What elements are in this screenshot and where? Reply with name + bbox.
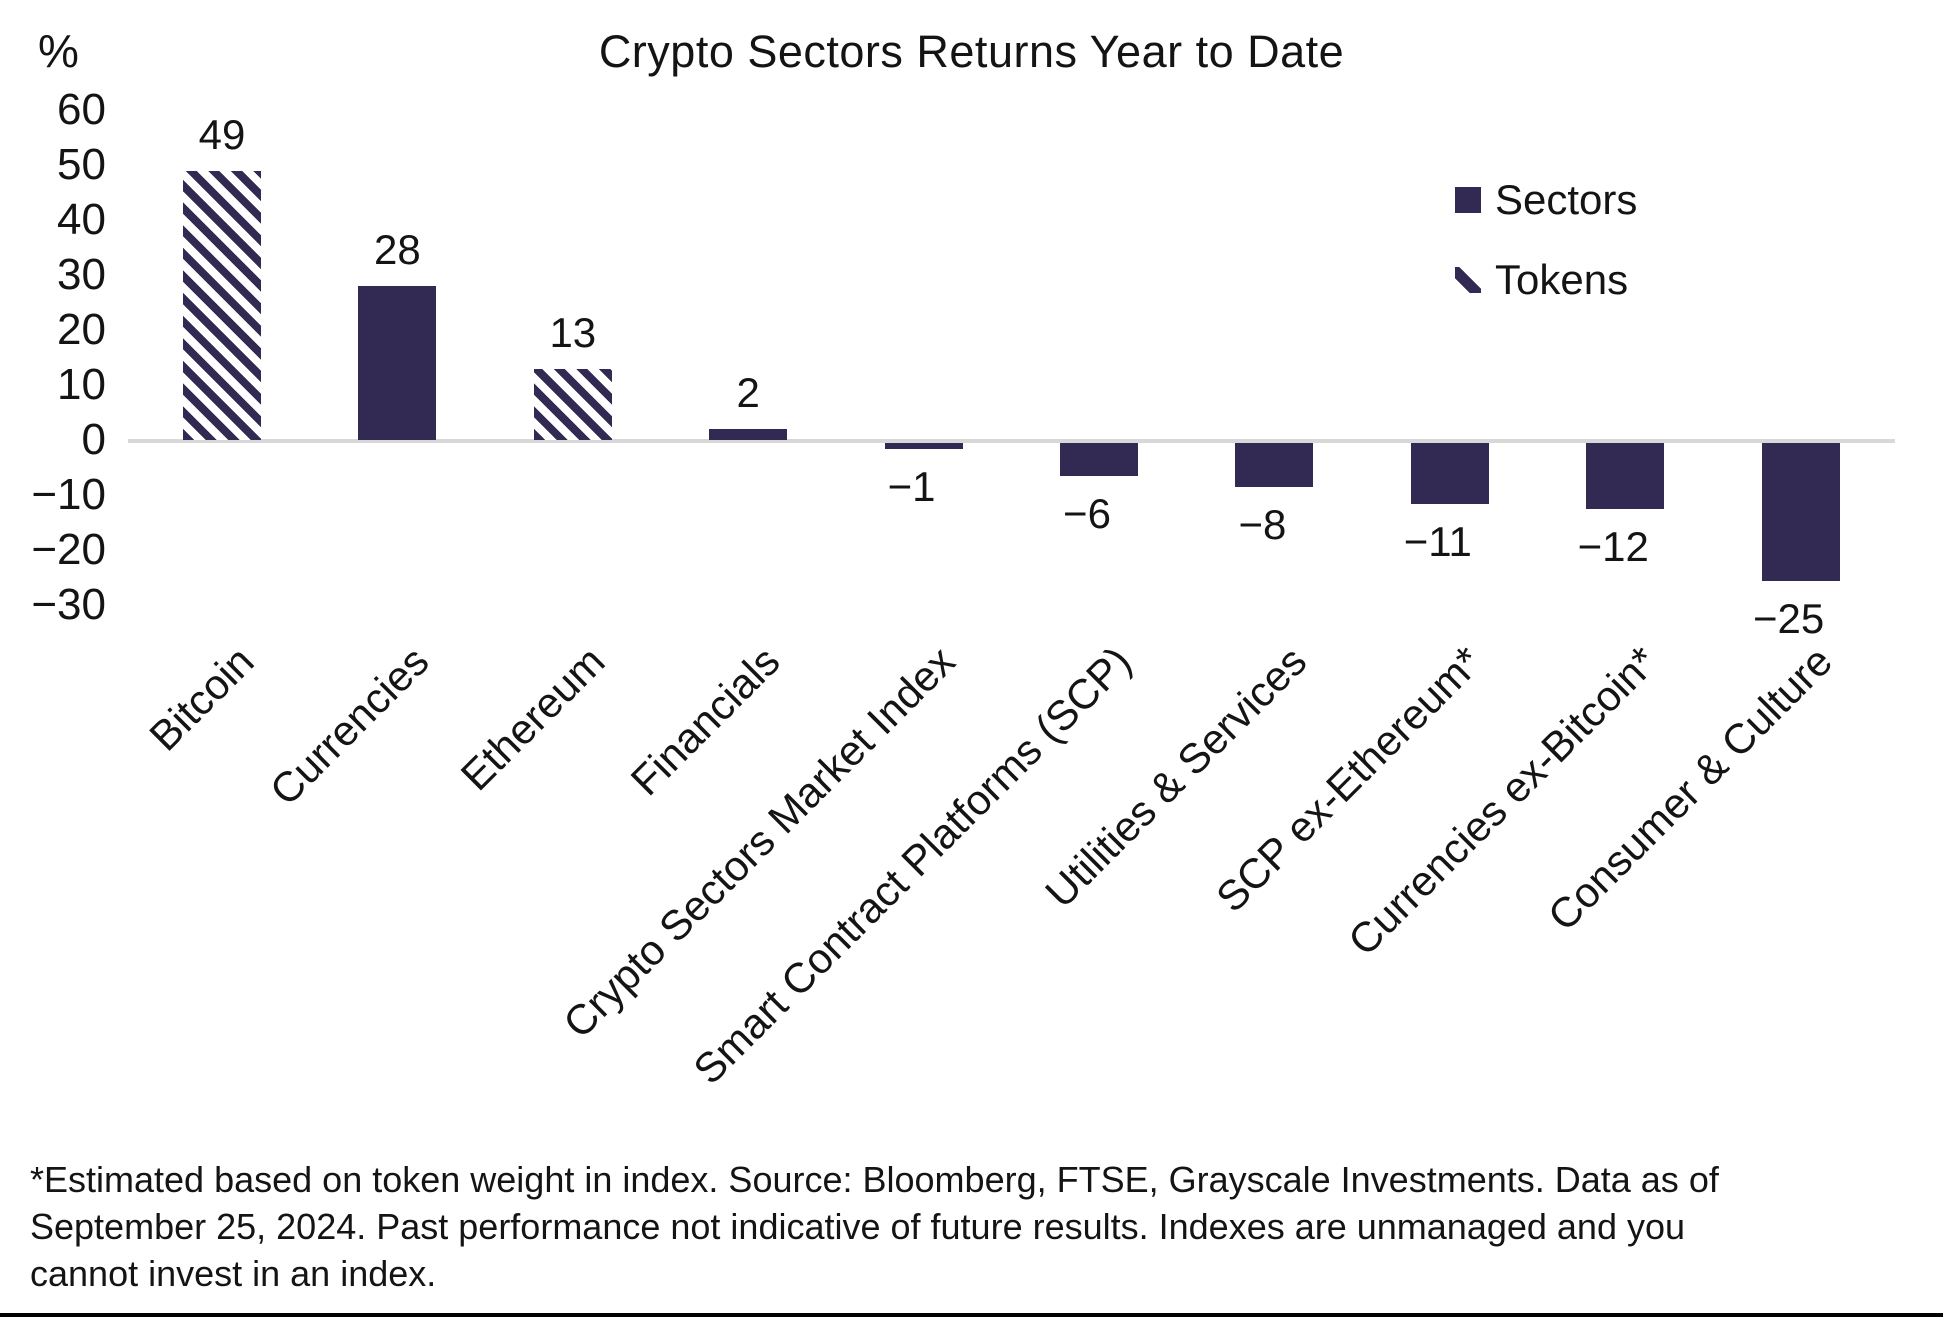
- bar-bitcoin: [183, 170, 261, 440]
- legend-item-tokens: Tokens: [1455, 256, 1637, 304]
- bar-currencies: [358, 286, 437, 440]
- x-axis-zero-line: [128, 439, 1895, 443]
- category-label-bitcoin: Bitcoin: [140, 637, 263, 760]
- bar-utilities-services: [1235, 443, 1314, 487]
- bar-ethereum: [533, 368, 612, 440]
- legend-label-tokens: Tokens: [1495, 256, 1629, 303]
- y-tick-label--30: −30: [31, 580, 106, 629]
- value-label-consumer-culture: −25: [1752, 594, 1825, 642]
- value-label-crypto-sectors-market-index: −1: [887, 462, 936, 510]
- category-label-financials: Financials: [621, 637, 789, 805]
- bar-smart-contract-platforms-scp: [1060, 443, 1138, 476]
- bottom-divider-rule: [0, 1313, 1943, 1317]
- y-tick-label-50: 50: [57, 140, 106, 189]
- footnote-line: *Estimated based on token weight in inde…: [30, 1159, 1719, 1200]
- category-label-ethereum: Ethereum: [451, 637, 614, 800]
- y-tick-label-10: 10: [57, 360, 106, 409]
- sectors-solid-swatch-icon: [1455, 187, 1481, 213]
- value-label-bitcoin: 49: [198, 110, 246, 158]
- category-label-consumer-culture: Consumer & Culture: [1538, 637, 1842, 940]
- bar-currencies-ex-bitcoin: [1586, 443, 1665, 509]
- legend-item-sectors: Sectors: [1455, 176, 1637, 224]
- y-tick-label-40: 40: [57, 195, 106, 244]
- value-label-financials: 2: [736, 369, 760, 416]
- value-label-smart-contract-platforms-scp: −6: [1063, 490, 1111, 537]
- y-tick-label-60: 60: [57, 85, 106, 134]
- chart-title: Crypto Sectors Returns Year to Date: [598, 26, 1345, 77]
- footnote-line: September 25, 2024. Past performance not…: [30, 1206, 1686, 1247]
- bar-financials: [709, 429, 788, 440]
- y-tick-label-0: 0: [81, 415, 106, 464]
- value-label-currencies-ex-bitcoin: −12: [1577, 523, 1649, 570]
- value-label-utilities-services: −8: [1238, 501, 1287, 548]
- y-tick-label-30: 30: [57, 250, 106, 299]
- y-tick-label--20: −20: [31, 525, 106, 574]
- y-axis-unit-label: %: [38, 25, 79, 77]
- y-tick-label-20: 20: [57, 305, 106, 354]
- legend: Sectors Tokens: [1455, 176, 1637, 304]
- bar-scp-ex-ethereum: [1410, 443, 1489, 504]
- tokens-hatched-swatch-icon: [1455, 267, 1481, 293]
- legend-label-sectors: Sectors: [1495, 176, 1638, 223]
- value-label-scp-ex-ethereum: −11: [1403, 517, 1472, 565]
- footnote-line: cannot invest in an index.: [30, 1253, 437, 1294]
- category-label-currencies: Currencies: [261, 637, 438, 815]
- value-label-currencies: 28: [374, 226, 421, 273]
- footnote: *Estimated based on token weight in inde…: [30, 1156, 1719, 1297]
- category-label-currencies-ex-bitcoin: Currencies ex-Bitcoin*: [1338, 637, 1666, 965]
- bar-crypto-sectors-market-index: [884, 443, 963, 449]
- y-tick-label--10: −10: [31, 470, 106, 519]
- value-label-ethereum: 13: [549, 308, 597, 356]
- bar-consumer-culture: [1761, 443, 1840, 581]
